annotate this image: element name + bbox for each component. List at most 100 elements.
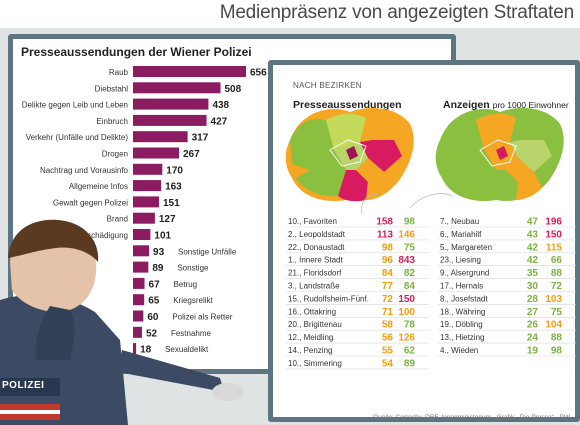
left-reports-value-6: 150: [398, 294, 415, 305]
left-press-value-3: 96: [382, 255, 394, 266]
bar-8: [133, 196, 160, 208]
left-press-value-5: 77: [382, 281, 394, 292]
bar-2: [133, 98, 209, 110]
right-district-1: 6., Mariahilf: [440, 230, 482, 239]
bar-label-3: Einbruch: [96, 117, 128, 126]
right-reports-value-6: 103: [545, 294, 562, 305]
bar-label-6: Nachtrag und Vorausinfo: [40, 166, 129, 175]
right-reports-value-1: 150: [545, 229, 562, 240]
bar-value-6: 170: [166, 165, 183, 176]
bar-value-3: 427: [211, 116, 228, 127]
district-section-title: NACH BEZIRKEN: [293, 81, 362, 90]
bar-label-2: Delikte gegen Leib und Leben: [22, 101, 128, 110]
right-press-value-10: 19: [527, 346, 539, 357]
left-reports-value-10: 62: [404, 346, 416, 357]
bar-label-14: Kriegsrelikt: [173, 296, 213, 305]
right-press-value-4: 35: [527, 268, 539, 279]
press-map-icon: [285, 108, 414, 202]
bar-label-13: Betrug: [174, 280, 198, 289]
bar-label-15: Polizei als Retter: [172, 313, 232, 322]
bar-10: [133, 229, 151, 240]
bar-label-12: Sonstige: [177, 264, 209, 273]
bar-label-4: Verkehr (Unfälle und Delikte): [26, 133, 129, 142]
bar-4: [133, 131, 188, 143]
left-press-value-0: 158: [376, 217, 393, 228]
left-district-6: 15., Rudolfsheim-Fünf.: [288, 294, 369, 303]
right-district-5: 17., Hernals: [440, 282, 483, 291]
reports-map-icon: [435, 108, 564, 202]
left-press-value-7: 71: [382, 307, 394, 318]
bar-value-2: 438: [212, 100, 229, 111]
left-press-value-10: 55: [382, 346, 394, 357]
bar-0: [133, 66, 246, 77]
left-reports-value-8: 78: [404, 320, 416, 331]
bar-value-13: 67: [149, 279, 161, 290]
bar-value-1: 508: [225, 84, 242, 95]
left-district-7: 16., Ottakring: [288, 307, 336, 316]
bar-value-16: 52: [146, 328, 158, 339]
bar-12: [133, 261, 149, 273]
right-district-3: 23., Liesing: [440, 256, 481, 265]
left-press-value-11: 54: [382, 358, 394, 369]
bar-5: [133, 147, 179, 159]
bar-9: [133, 212, 155, 224]
left-district-1: 2., Leopoldstadt: [288, 230, 346, 239]
bar-value-9: 127: [159, 214, 176, 225]
right-reports-value-9: 88: [551, 333, 563, 344]
right-district-0: 7., Neubau: [440, 217, 479, 226]
bar-value-14: 65: [148, 296, 160, 307]
bar-13: [133, 277, 145, 289]
bar-6: [133, 163, 163, 175]
bar-value-8: 151: [163, 198, 180, 209]
bar-value-11: 93: [153, 247, 165, 258]
bar-label-10: Sachbeschädigung: [60, 231, 128, 240]
bar-value-5: 267: [183, 149, 200, 160]
left-district-11: 10., Simmering: [288, 359, 342, 368]
left-press-value-2: 98: [382, 242, 394, 253]
right-press-value-2: 42: [527, 242, 539, 253]
reports-map-title-bold: Anzeigen: [443, 99, 490, 111]
left-reports-value-2: 75: [404, 242, 416, 253]
bar-value-10: 101: [154, 231, 171, 242]
right-reports-value-2: 115: [546, 242, 563, 253]
left-reports-value-5: 84: [404, 281, 416, 292]
bar-17: [133, 343, 137, 355]
bar-value-12: 89: [152, 263, 164, 274]
bar-value-7: 163: [165, 182, 182, 193]
right-district-7: 18., Währing: [440, 307, 485, 316]
left-district-8: 20., Brigittenau: [288, 320, 342, 329]
left-press-value-4: 84: [382, 268, 394, 279]
right-reports-value-10: 98: [551, 346, 563, 357]
right-reports-value-8: 104: [545, 320, 562, 331]
right-press-value-1: 43: [527, 229, 539, 240]
bar-16: [133, 326, 142, 338]
left-reports-value-7: 100: [398, 307, 415, 318]
bar-1: [133, 82, 221, 94]
left-reports-value-9: 126: [398, 333, 415, 344]
left-reports-value-4: 82: [404, 268, 416, 279]
right-reports-value-0: 196: [545, 217, 562, 228]
left-district-2: 22., Donaustadt: [288, 243, 345, 252]
right-district-10: 4., Wieden: [440, 346, 478, 355]
left-press-value-8: 58: [382, 320, 394, 331]
source-note: Quelle: Correctiv, ORF, Innenministerium…: [373, 414, 570, 421]
press-map-title: Presseaussendungen: [293, 99, 402, 111]
bar-15: [133, 310, 144, 322]
bar-label-7: Allgemeine Infos: [69, 182, 128, 191]
right-district-4: 9., Alsergrund: [440, 269, 489, 278]
left-district-0: 10., Favoriten: [288, 217, 337, 226]
bar-label-11: Sonstige Unfälle: [178, 247, 237, 256]
left-reports-value-3: 843: [398, 255, 415, 266]
right-press-value-9: 24: [527, 333, 539, 344]
bar-11: [133, 245, 150, 257]
bar-label-8: Gewalt gegen Polizei: [53, 198, 128, 207]
right-district-6: 8., Josefstadt: [440, 294, 488, 303]
bar-label-9: Brand: [107, 215, 128, 224]
bar-7: [133, 180, 162, 192]
bar-value-4: 317: [192, 133, 209, 144]
right-reports-value-7: 75: [551, 307, 563, 318]
